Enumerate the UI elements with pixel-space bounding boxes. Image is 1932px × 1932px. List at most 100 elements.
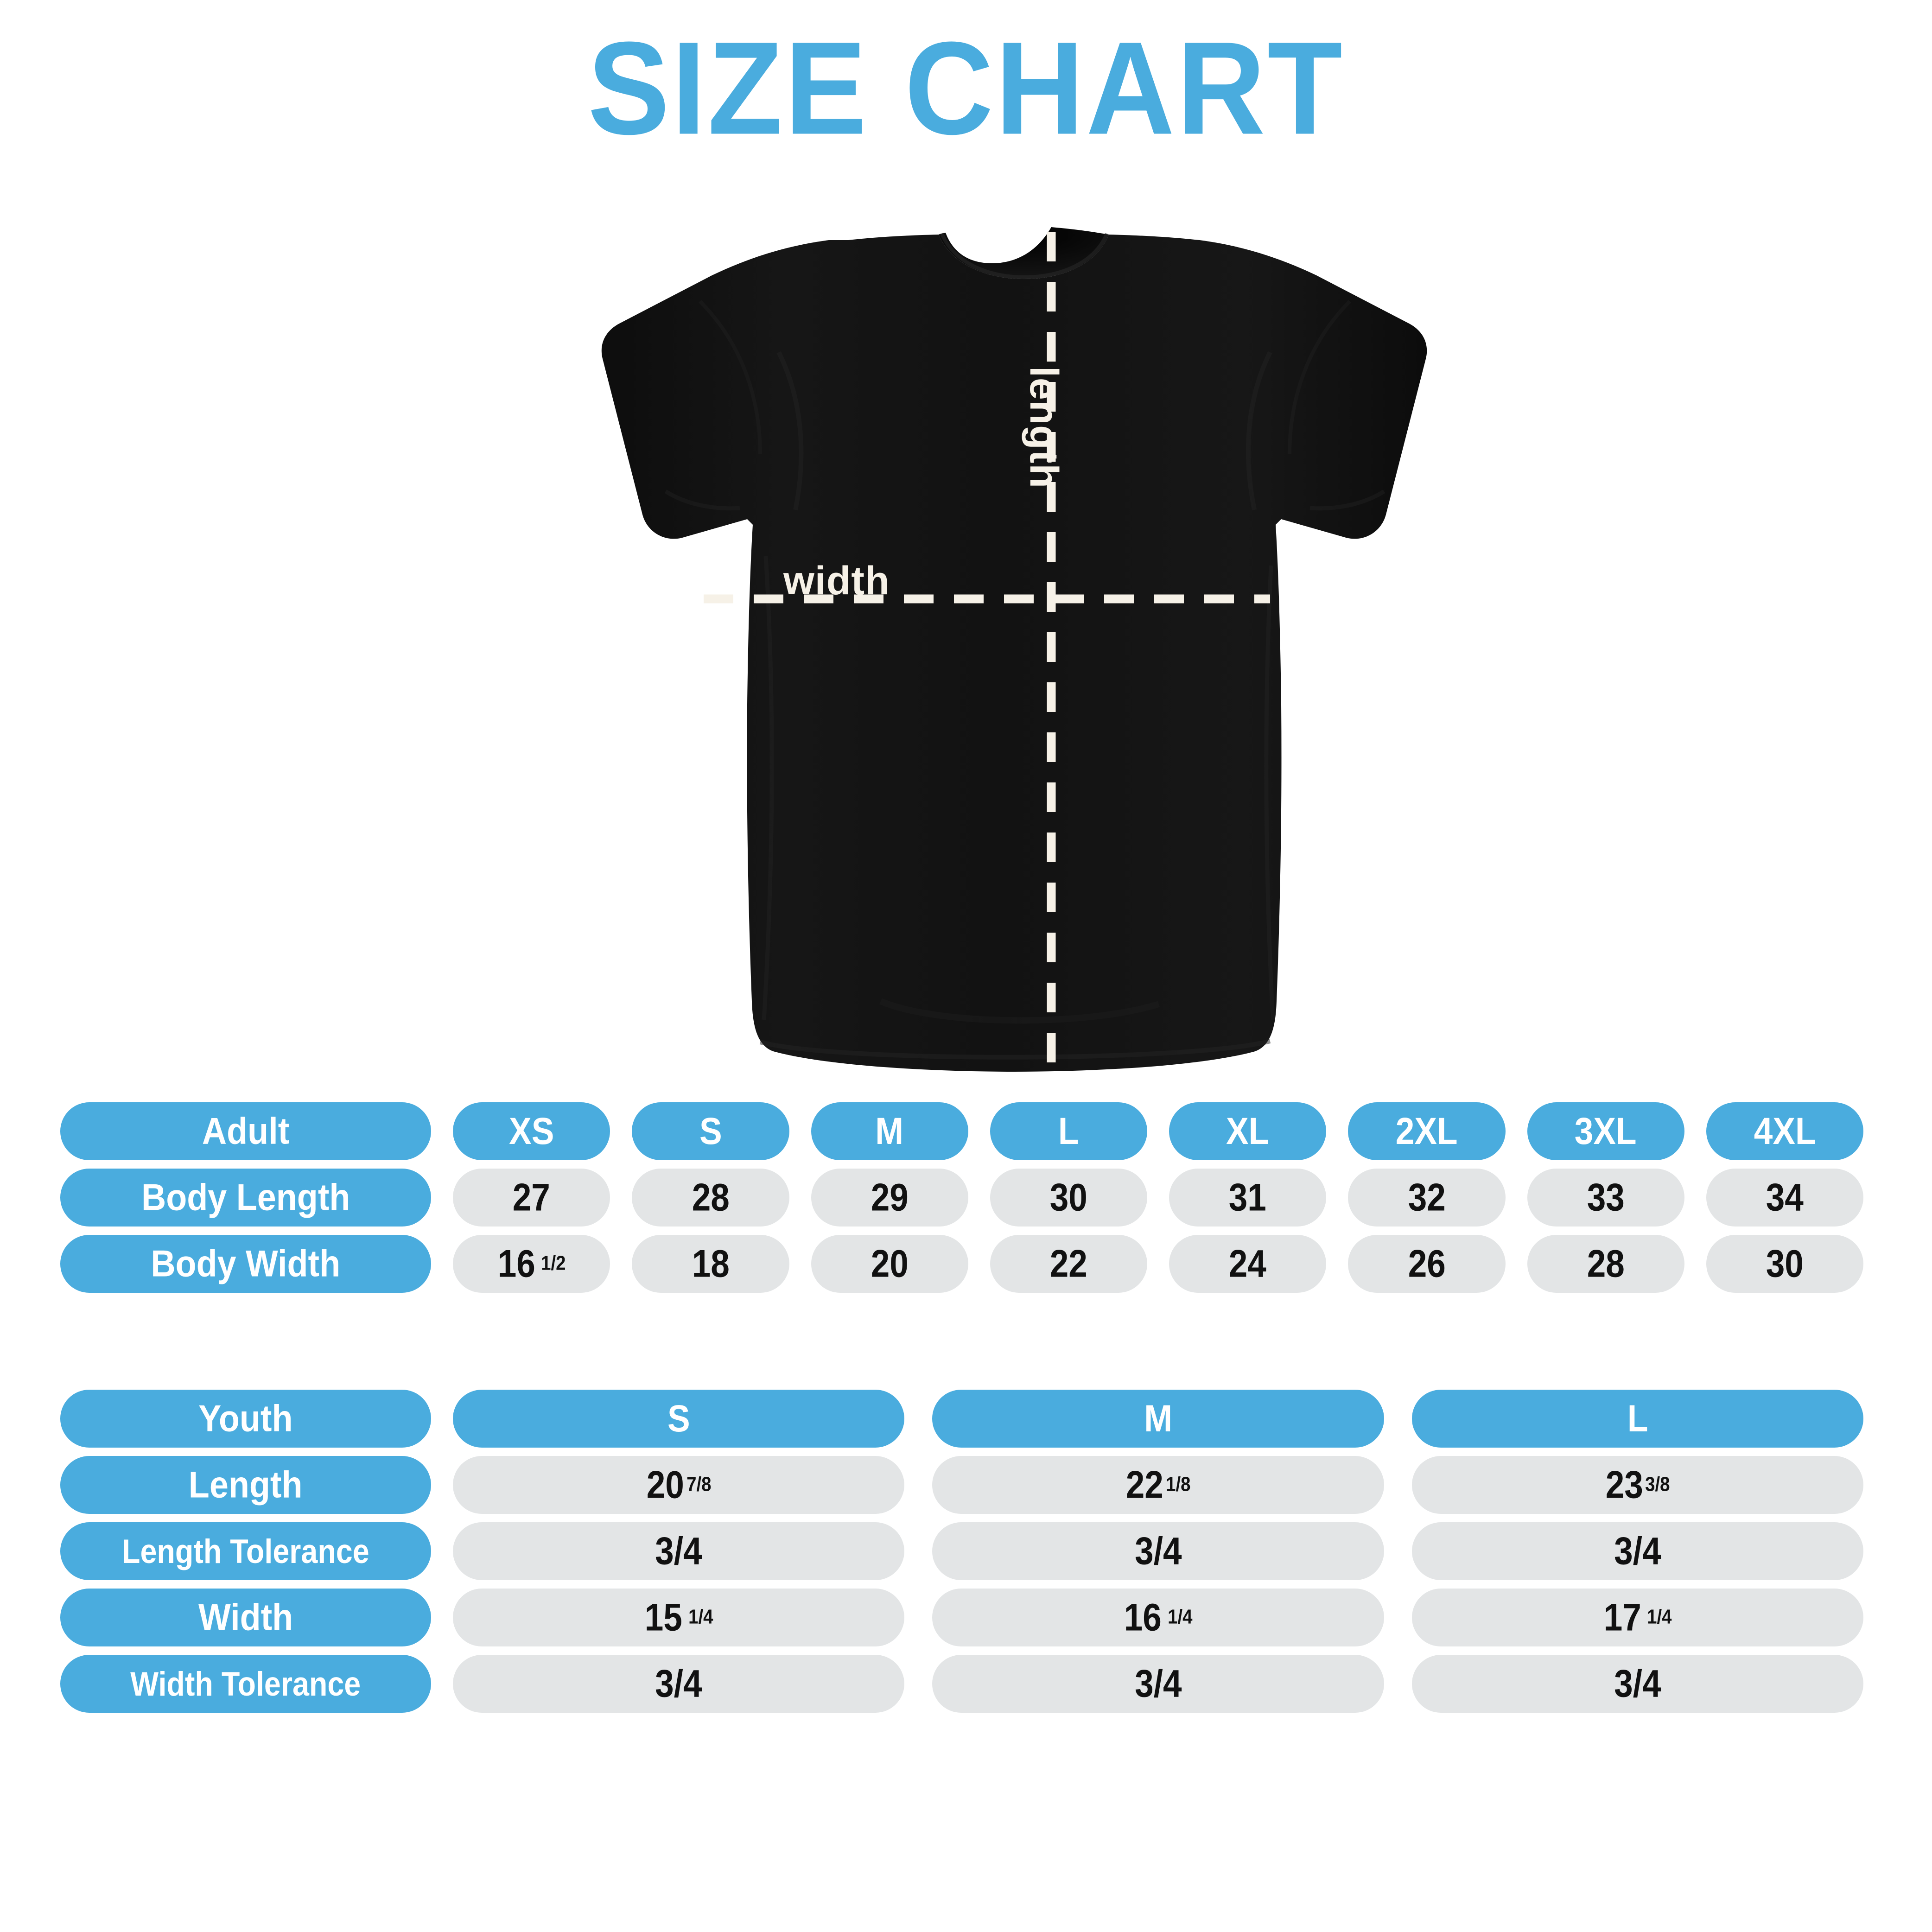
youth-width-tolerance-row: Width Tolerance 3/4 3/4 3/4 [60,1655,1863,1713]
youth-header-row: Youth S M L [60,1390,1863,1448]
youth-section-label-text: Youth [198,1397,293,1440]
youth-length-s-whole: 20 [646,1463,684,1506]
youth-length-l-frac: 3/8 [1645,1473,1670,1495]
adult-size-header-xl[interactable]: XL [1169,1102,1327,1160]
adult-size-header-3xl[interactable]: 3XL [1527,1102,1684,1160]
adult-size-header-2xl[interactable]: 2XL [1348,1102,1506,1160]
adult-body-length-s-whole: 28 [692,1176,730,1219]
tshirt-svg [601,227,1427,1072]
youth-size-header-l[interactable]: L [1411,1390,1863,1448]
adult-body-length-4xl: 34 [1706,1169,1863,1227]
adult-body-width-xs-frac: 1/2 [541,1252,566,1274]
adult-body-length-xl-whole: 31 [1229,1176,1267,1219]
youth-size-header-l-text: L [1627,1397,1648,1440]
adult-size-header-xs-text: XS [508,1110,554,1152]
youth-width-s-whole: 15 [644,1595,682,1639]
youth-width-tolerance-label: Width Tolerance [60,1655,431,1713]
youth-width-m-frac: 1/4 [1168,1605,1193,1628]
youth-width-s: 15 1/4 [453,1589,905,1646]
adult-section-label-text: Adult [202,1110,290,1152]
youth-size-header-s[interactable]: S [453,1390,905,1448]
youth-size-table: Youth S M L Length 20 7/8 22 1/8 [60,1390,1863,1713]
youth-width-tolerance-m: 3/4 [932,1655,1384,1713]
length-label: length [1022,366,1066,489]
tshirt-collar [939,227,1109,279]
adult-size-header-xs[interactable]: XS [453,1102,610,1160]
adult-body-length-3xl: 33 [1527,1169,1684,1227]
youth-size-header-m[interactable]: M [932,1390,1384,1448]
youth-width-tolerance-s-whole: 3/4 [655,1662,702,1705]
adult-size-header-2xl-text: 2XL [1395,1110,1458,1152]
youth-width-l: 17 1/4 [1411,1589,1863,1646]
youth-length-tolerance-s-whole: 3/4 [655,1529,702,1573]
youth-length-m-whole: 22 [1126,1463,1164,1506]
adult-body-width-4xl-whole: 30 [1766,1242,1804,1285]
adult-header-row: Adult XS S M L XL 2XL 3XL [60,1102,1863,1160]
adult-body-length-row: Body Length 27 28 29 30 31 32 33 [60,1169,1863,1227]
adult-body-length-2xl: 32 [1348,1169,1506,1227]
youth-length-label-text: Length [189,1463,303,1506]
youth-length-s-frac: 7/8 [686,1473,712,1495]
adult-body-width-xs: 16 1/2 [453,1235,610,1293]
adult-body-length-xl: 31 [1169,1169,1327,1227]
youth-width-tolerance-l: 3/4 [1411,1655,1863,1713]
youth-length-label: Length [60,1456,431,1514]
adult-body-width-3xl: 28 [1527,1235,1684,1293]
adult-body-width-s-whole: 18 [692,1242,730,1285]
adult-size-table: Adult XS S M L XL 2XL 3XL [60,1102,1863,1293]
youth-length-tolerance-label: Length Tolerance [60,1522,431,1580]
youth-length-s: 20 7/8 [453,1456,905,1514]
adult-body-width-m: 20 [811,1235,968,1293]
adult-body-width-label: Body Width [60,1235,431,1293]
adult-body-width-2xl: 26 [1348,1235,1506,1293]
youth-length-tolerance-m-whole: 3/4 [1134,1529,1182,1573]
youth-width-s-frac: 1/4 [688,1605,713,1628]
youth-length-tolerance-row: Length Tolerance 3/4 3/4 3/4 [60,1522,1863,1580]
youth-length-tolerance-l-whole: 3/4 [1614,1529,1661,1573]
adult-size-header-3xl-text: 3XL [1575,1110,1637,1152]
adult-size-header-l-text: L [1058,1110,1079,1152]
youth-width-m: 16 1/4 [932,1589,1384,1646]
width-label: width [783,559,890,603]
tshirt-collar-rib [940,233,1109,280]
tshirt-illustration: width length [482,213,1465,1085]
adult-size-header-l[interactable]: L [990,1102,1147,1160]
adult-body-width-3xl-whole: 28 [1587,1242,1625,1285]
youth-width-label-text: Width [198,1596,293,1639]
adult-body-width-2xl-whole: 26 [1408,1242,1446,1285]
adult-body-width-l-whole: 22 [1049,1242,1087,1285]
adult-body-length-3xl-whole: 33 [1587,1176,1625,1219]
youth-width-tolerance-s: 3/4 [453,1655,905,1713]
adult-size-header-m[interactable]: M [811,1102,968,1160]
adult-body-length-label-text: Body Length [141,1176,350,1219]
youth-length-m-frac: 1/8 [1166,1473,1191,1495]
youth-length-l-whole: 23 [1605,1463,1643,1506]
adult-body-length-4xl-whole: 34 [1766,1176,1804,1219]
youth-width-tolerance-m-whole: 3/4 [1134,1662,1182,1705]
adult-body-width-m-whole: 20 [871,1242,909,1285]
youth-length-row: Length 20 7/8 22 1/8 23 3/8 [60,1456,1863,1514]
youth-width-l-whole: 17 [1603,1595,1641,1639]
youth-width-row: Width 15 1/4 16 1/4 17 1/4 [60,1589,1863,1646]
adult-body-length-xs-whole: 27 [513,1176,551,1219]
adult-body-length-m-whole: 29 [871,1176,909,1219]
adult-size-header-s-text: S [699,1110,722,1152]
youth-length-l: 23 3/8 [1411,1456,1863,1514]
adult-body-width-xl-whole: 24 [1229,1242,1267,1285]
adult-body-length-s: 28 [632,1169,789,1227]
youth-width-tolerance-l-whole: 3/4 [1614,1662,1661,1705]
youth-width-l-frac: 1/4 [1647,1605,1672,1628]
adult-body-width-xs-whole: 16 [497,1242,535,1285]
youth-width-tolerance-label-text: Width Tolerance [130,1665,361,1703]
adult-size-header-s[interactable]: S [632,1102,789,1160]
adult-size-header-m-text: M [875,1110,904,1152]
page-title: SIZE CHART [587,14,1345,162]
youth-size-header-s-text: S [667,1397,690,1440]
adult-size-header-4xl[interactable]: 4XL [1706,1102,1863,1160]
adult-body-length-l-whole: 30 [1049,1176,1087,1219]
adult-body-width-label-text: Body Width [151,1242,341,1285]
adult-body-length-l: 30 [990,1169,1147,1227]
youth-length-tolerance-m: 3/4 [932,1522,1384,1580]
adult-body-length-m: 29 [811,1169,968,1227]
adult-body-length-label: Body Length [60,1169,431,1227]
